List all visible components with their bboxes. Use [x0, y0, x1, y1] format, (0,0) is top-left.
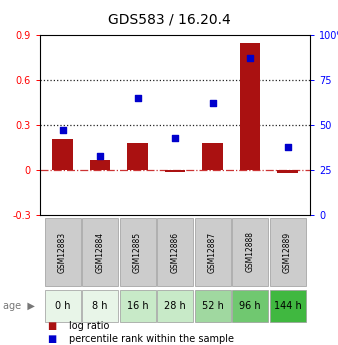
Text: 28 h: 28 h — [164, 301, 186, 311]
Bar — [232, 218, 268, 286]
Bar — [127, 143, 148, 170]
Bar — [120, 218, 155, 286]
Text: GSM12883: GSM12883 — [58, 231, 67, 273]
Bar — [82, 218, 118, 286]
Bar — [194, 290, 231, 322]
Bar — [277, 170, 298, 173]
Bar — [232, 290, 268, 322]
Text: GSM12888: GSM12888 — [245, 231, 255, 273]
Bar — [269, 290, 306, 322]
Text: 52 h: 52 h — [201, 301, 223, 311]
Text: ■: ■ — [47, 321, 56, 331]
Text: 16 h: 16 h — [127, 301, 148, 311]
Bar — [165, 170, 185, 171]
Text: age  ▶: age ▶ — [3, 301, 35, 311]
Point — [60, 128, 65, 133]
Bar — [194, 218, 231, 286]
Bar — [202, 143, 223, 170]
Point — [247, 56, 253, 61]
Bar — [269, 218, 306, 286]
Bar — [240, 42, 260, 170]
Text: 96 h: 96 h — [239, 301, 261, 311]
Point — [210, 101, 215, 106]
Bar — [45, 218, 80, 286]
Bar — [45, 290, 80, 322]
Point — [97, 153, 103, 158]
Text: percentile rank within the sample: percentile rank within the sample — [69, 334, 234, 344]
Bar — [82, 290, 118, 322]
Text: 144 h: 144 h — [274, 301, 301, 311]
Bar — [52, 138, 73, 170]
Point — [172, 135, 178, 140]
Bar — [120, 290, 155, 322]
Bar — [157, 218, 193, 286]
Text: ■: ■ — [47, 334, 56, 344]
Bar — [157, 290, 193, 322]
Text: GSM12885: GSM12885 — [133, 231, 142, 273]
Point — [135, 95, 140, 101]
Bar — [90, 159, 110, 170]
Text: GSM12887: GSM12887 — [208, 231, 217, 273]
Text: 0 h: 0 h — [55, 301, 70, 311]
Text: GSM12889: GSM12889 — [283, 231, 292, 273]
Text: 8 h: 8 h — [92, 301, 108, 311]
Text: log ratio: log ratio — [69, 321, 109, 331]
Text: GSM12884: GSM12884 — [96, 231, 104, 273]
Point — [285, 144, 290, 149]
Text: GSM12886: GSM12886 — [170, 231, 179, 273]
Text: GDS583 / 16.20.4: GDS583 / 16.20.4 — [107, 12, 231, 26]
